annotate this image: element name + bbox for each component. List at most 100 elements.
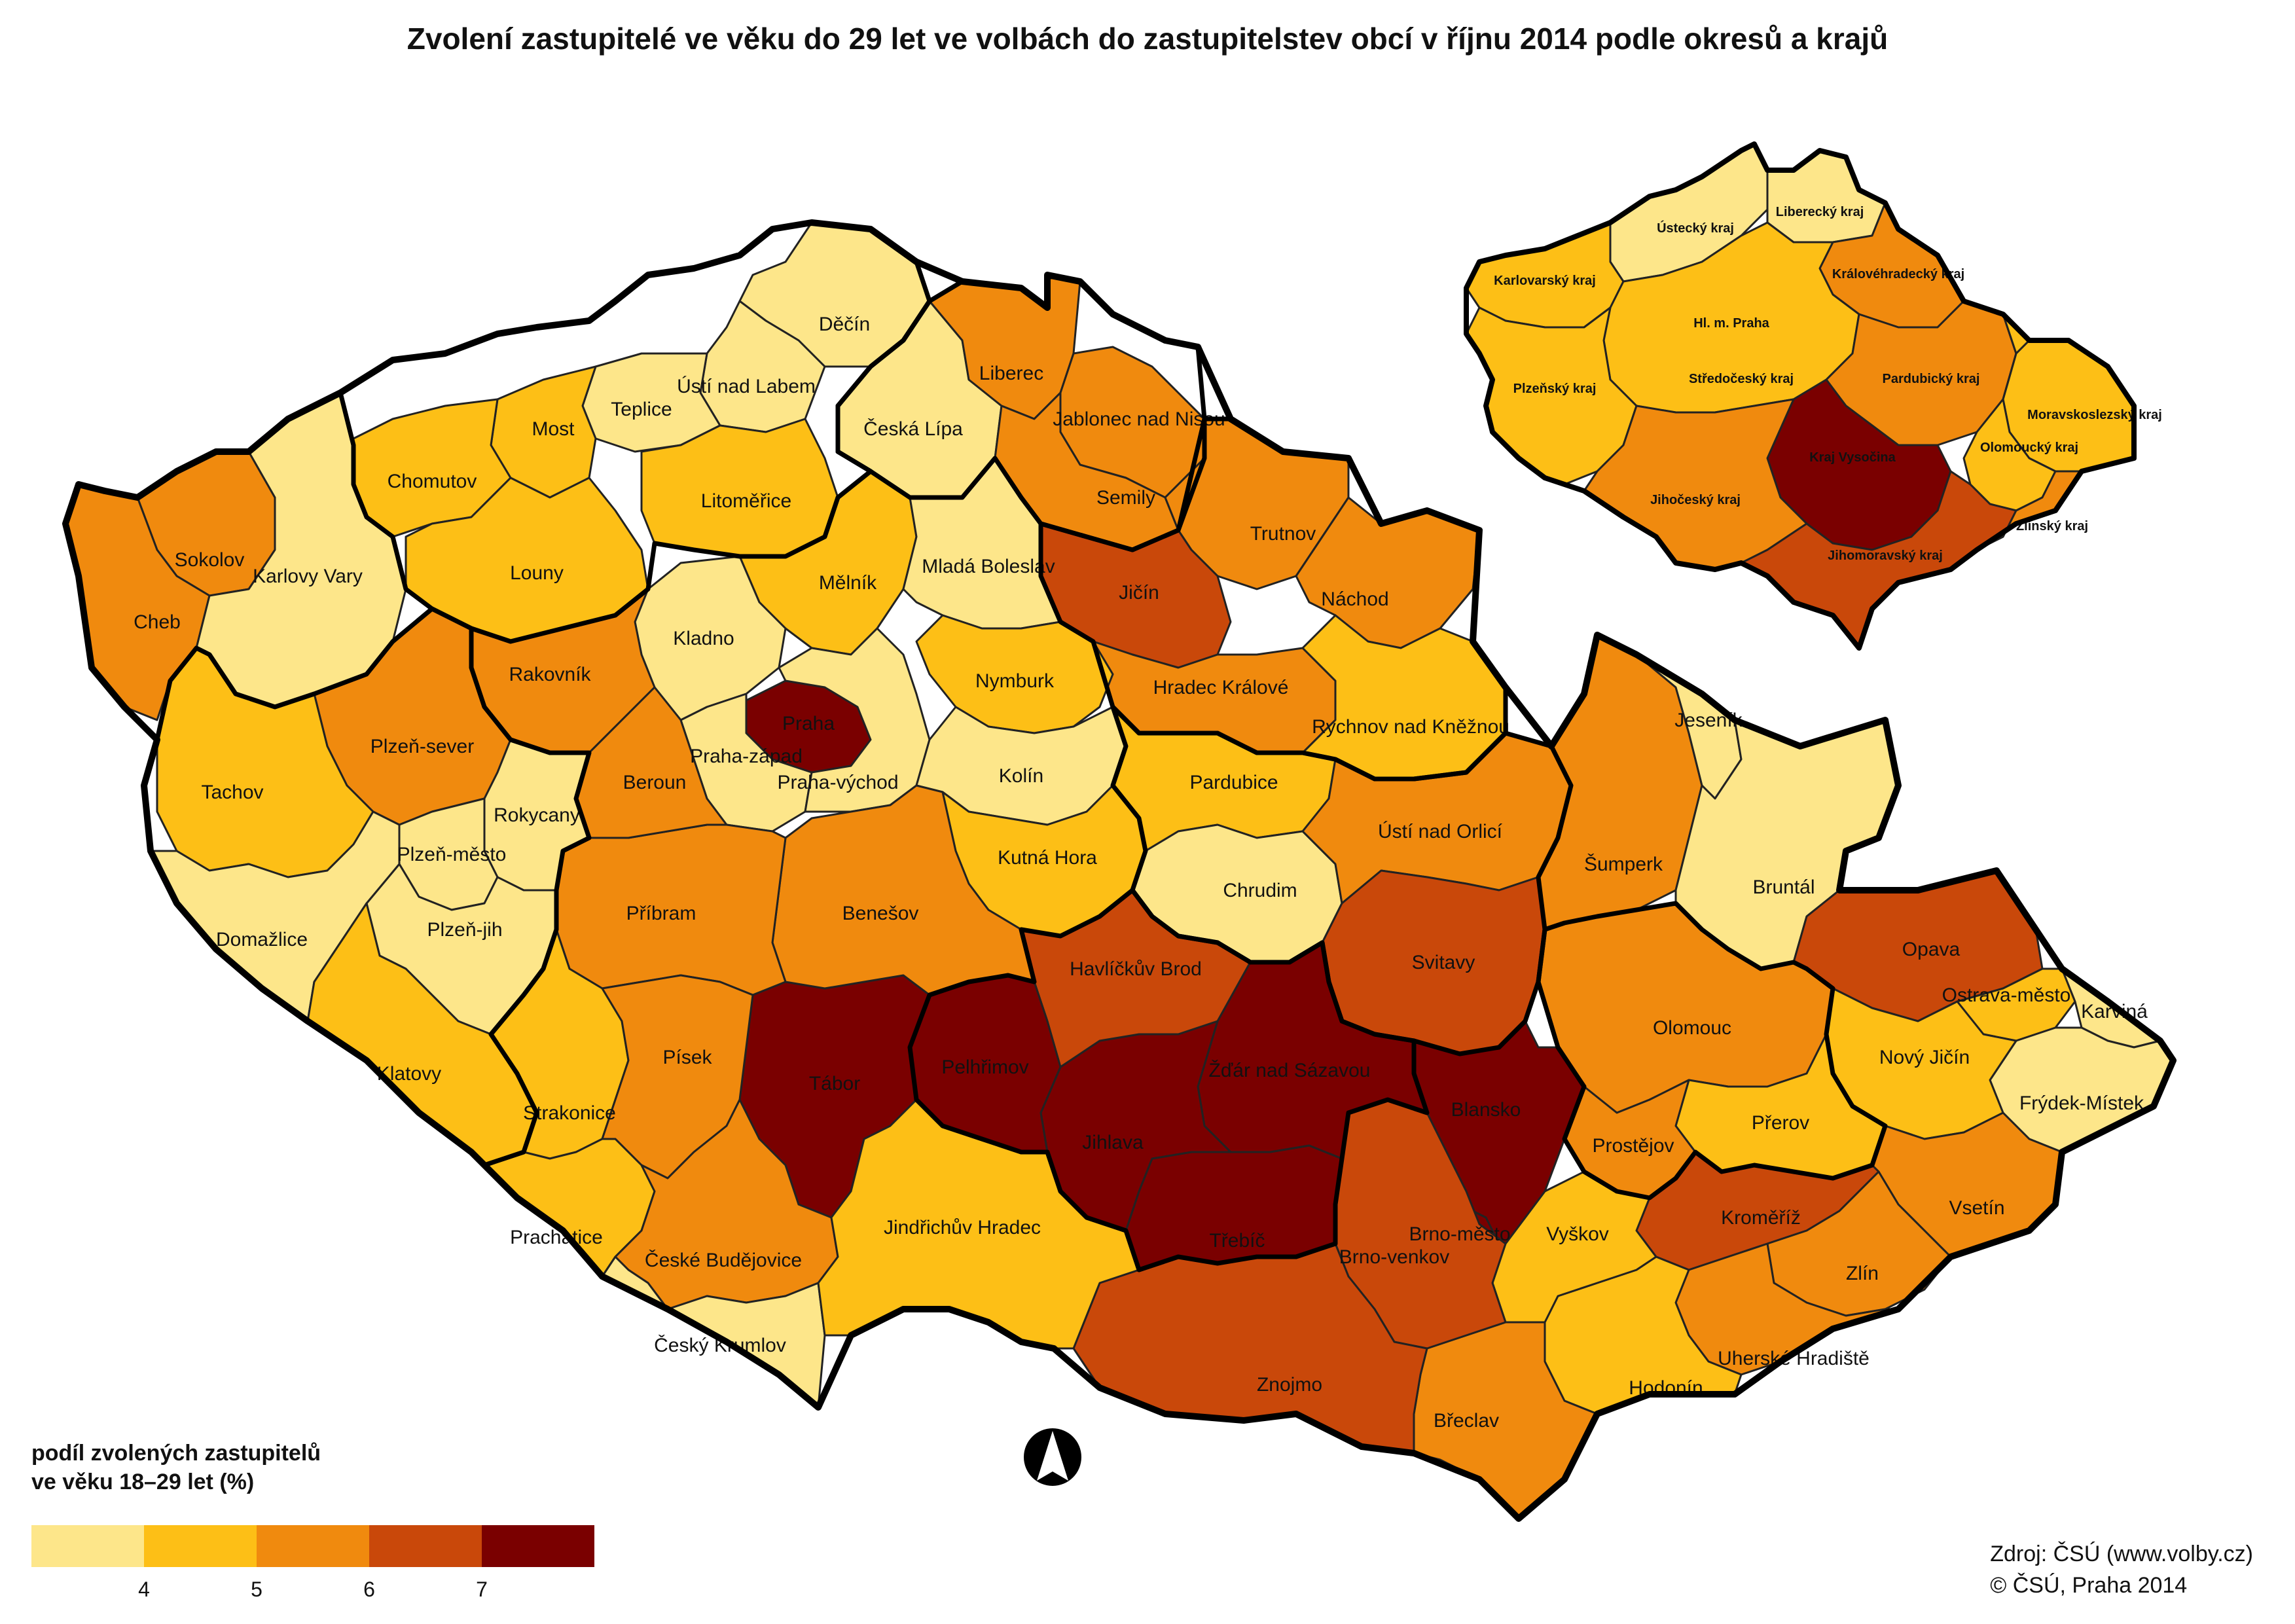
region-inset-map: Ústecký kraj Liberecký kraj Karlovarský kr…	[1464, 141, 2162, 651]
north-arrow	[1024, 1428, 1081, 1486]
country-outline	[62, 219, 2177, 1522]
legend-tick: 6	[363, 1578, 375, 1601]
district-label: Jičín	[1119, 582, 1159, 604]
legend-title: podíl zvolených zastupitelů ve věku 18–2…	[31, 1439, 490, 1496]
district-label: Šumperk	[1584, 853, 1663, 875]
region-label: Kraj Vysočina	[1809, 450, 1896, 465]
legend-title-line-1: podíl zvolených zastupitelů	[31, 1441, 321, 1466]
district-label: Pardubice	[1189, 772, 1278, 793]
district-label: Plzeň-jih	[427, 919, 502, 941]
region-label: Pardubický kraj	[1883, 372, 1980, 386]
district-label: Plzeň-sever	[370, 736, 474, 757]
region-label: Plzeňský kraj	[1513, 382, 1597, 396]
district-label: Mělník	[819, 572, 877, 594]
region-boundary	[1536, 901, 1888, 1200]
district-label: Domažlice	[216, 929, 308, 950]
district-label: Ústí nad Labem	[677, 376, 816, 397]
district-label: Česká Lípa	[863, 418, 963, 440]
district-label: Svitavy	[1412, 952, 1475, 973]
district-label: Kroměříž	[1721, 1207, 1801, 1229]
district-label: Třebíč	[1209, 1230, 1265, 1252]
district-label: Chomutov	[388, 471, 477, 492]
region-label: Zlínský kraj	[2016, 519, 2088, 533]
district-label: Semily	[1096, 487, 1155, 509]
district-label: Nový Jičín	[1879, 1047, 1970, 1068]
district-label: Tábor	[809, 1073, 860, 1094]
district-label: Brno-venkov	[1339, 1246, 1449, 1268]
region-label: Olomoucký kraj	[1980, 441, 2078, 455]
district-label: Frýdek-Místek	[2019, 1092, 2144, 1114]
region-label: Jihomoravský kraj	[1828, 549, 1943, 563]
legend-swatch	[144, 1525, 257, 1567]
district-label: Rychnov nad Kněžnou	[1312, 716, 1509, 738]
region-label: Ústecký kraj	[1657, 220, 1734, 236]
region-label: Hl. m. Praha	[1693, 316, 1769, 331]
region-label: Liberecký kraj	[1776, 205, 1864, 219]
legend-swatch	[482, 1525, 594, 1567]
district-label: Kutná Hora	[998, 847, 1097, 869]
district-label: Kolín	[999, 765, 1043, 787]
district-label: Kladno	[673, 628, 734, 649]
legend-tick: 4	[138, 1578, 150, 1601]
legend-tick: 7	[476, 1578, 488, 1601]
district-label: Praha-východ	[777, 772, 898, 793]
district-label: Litoměřice	[701, 490, 791, 512]
district-label: Opava	[1902, 939, 1961, 960]
district-label: Chrudim	[1223, 880, 1297, 901]
district-label: Brno-město	[1409, 1223, 1510, 1245]
district-label: Břeclav	[1434, 1410, 1499, 1432]
district-label: Most	[532, 418, 575, 440]
district-label: Znojmo	[1257, 1374, 1322, 1396]
region-label: Karlovarský kraj	[1494, 274, 1596, 288]
district-label: Havlíčkův Brod	[1070, 958, 1202, 980]
district-label: Náchod	[1321, 588, 1388, 610]
district-label: Olomouc	[1653, 1017, 1731, 1039]
source-line-1: Zdroj: ČSÚ (www.volby.cz)	[1990, 1542, 2253, 1566]
district-label: Jablonec nad Nisou	[1053, 408, 1225, 430]
legend-swatch	[257, 1525, 369, 1567]
district-label: Mladá Boleslav	[922, 556, 1055, 577]
region-label: Královéhradecký kraj	[1832, 267, 1964, 281]
district-label: Benešov	[842, 903, 919, 924]
district-label: Trutnov	[1250, 523, 1316, 545]
district-label: Ústí nad Orlicí	[1378, 821, 1503, 842]
legend-swatch	[369, 1525, 482, 1567]
district-label: Teplice	[611, 399, 672, 420]
district-label: Prachatice	[510, 1227, 603, 1248]
district-label: Žďár nad Sázavou	[1209, 1060, 1371, 1081]
district-label: Nymburk	[975, 670, 1055, 692]
region-label: Moravskoslezský kraj	[2027, 408, 2162, 422]
district-label: Plzeň-město	[397, 844, 507, 865]
district-label: Cheb	[134, 611, 181, 633]
region-label: Jihočeský kraj	[1650, 493, 1741, 507]
district-nymburk	[915, 614, 1114, 734]
legend-title-line-2: ve věku 18–29 let (%)	[31, 1470, 255, 1494]
inset-country-outline	[1464, 141, 2137, 651]
district-label: Přerov	[1752, 1112, 1809, 1134]
district-label: Liberec	[979, 363, 1043, 384]
district-label: Blansko	[1451, 1099, 1521, 1121]
district-label: Praha	[782, 713, 835, 734]
district-label: Vsetín	[1949, 1197, 2004, 1219]
district-label: Prostějov	[1592, 1135, 1674, 1157]
map-title: Zvolení zastupitelé ve věku do 29 let ve…	[407, 22, 1888, 56]
district-label: Praha-západ	[690, 746, 803, 767]
district-label: Karlovy Vary	[253, 566, 363, 587]
source-line-2: © ČSÚ, Praha 2014	[1990, 1573, 2188, 1598]
district-label: Zlín	[1846, 1263, 1879, 1284]
district-label: Jihlava	[1082, 1132, 1144, 1153]
district-label: Rakovník	[509, 664, 591, 685]
source-note: Zdroj: ČSÚ (www.volby.cz) © ČSÚ, Praha 2…	[1990, 1538, 2253, 1601]
district-label: Hradec Králové	[1153, 677, 1289, 698]
district-label: Tachov	[201, 782, 263, 803]
district-label: Příbram	[626, 903, 696, 924]
region-label: Středočeský kraj	[1689, 372, 1794, 386]
district-label: Jindřichův Hradec	[884, 1217, 1041, 1238]
legend-swatch	[31, 1525, 144, 1567]
district-label: Rokycany	[494, 804, 580, 826]
district-label: Vyškov	[1546, 1223, 1609, 1245]
district-label: Louny	[510, 562, 564, 584]
district-label: Bruntál	[1752, 876, 1815, 898]
district-label: České Budějovice	[645, 1249, 802, 1271]
